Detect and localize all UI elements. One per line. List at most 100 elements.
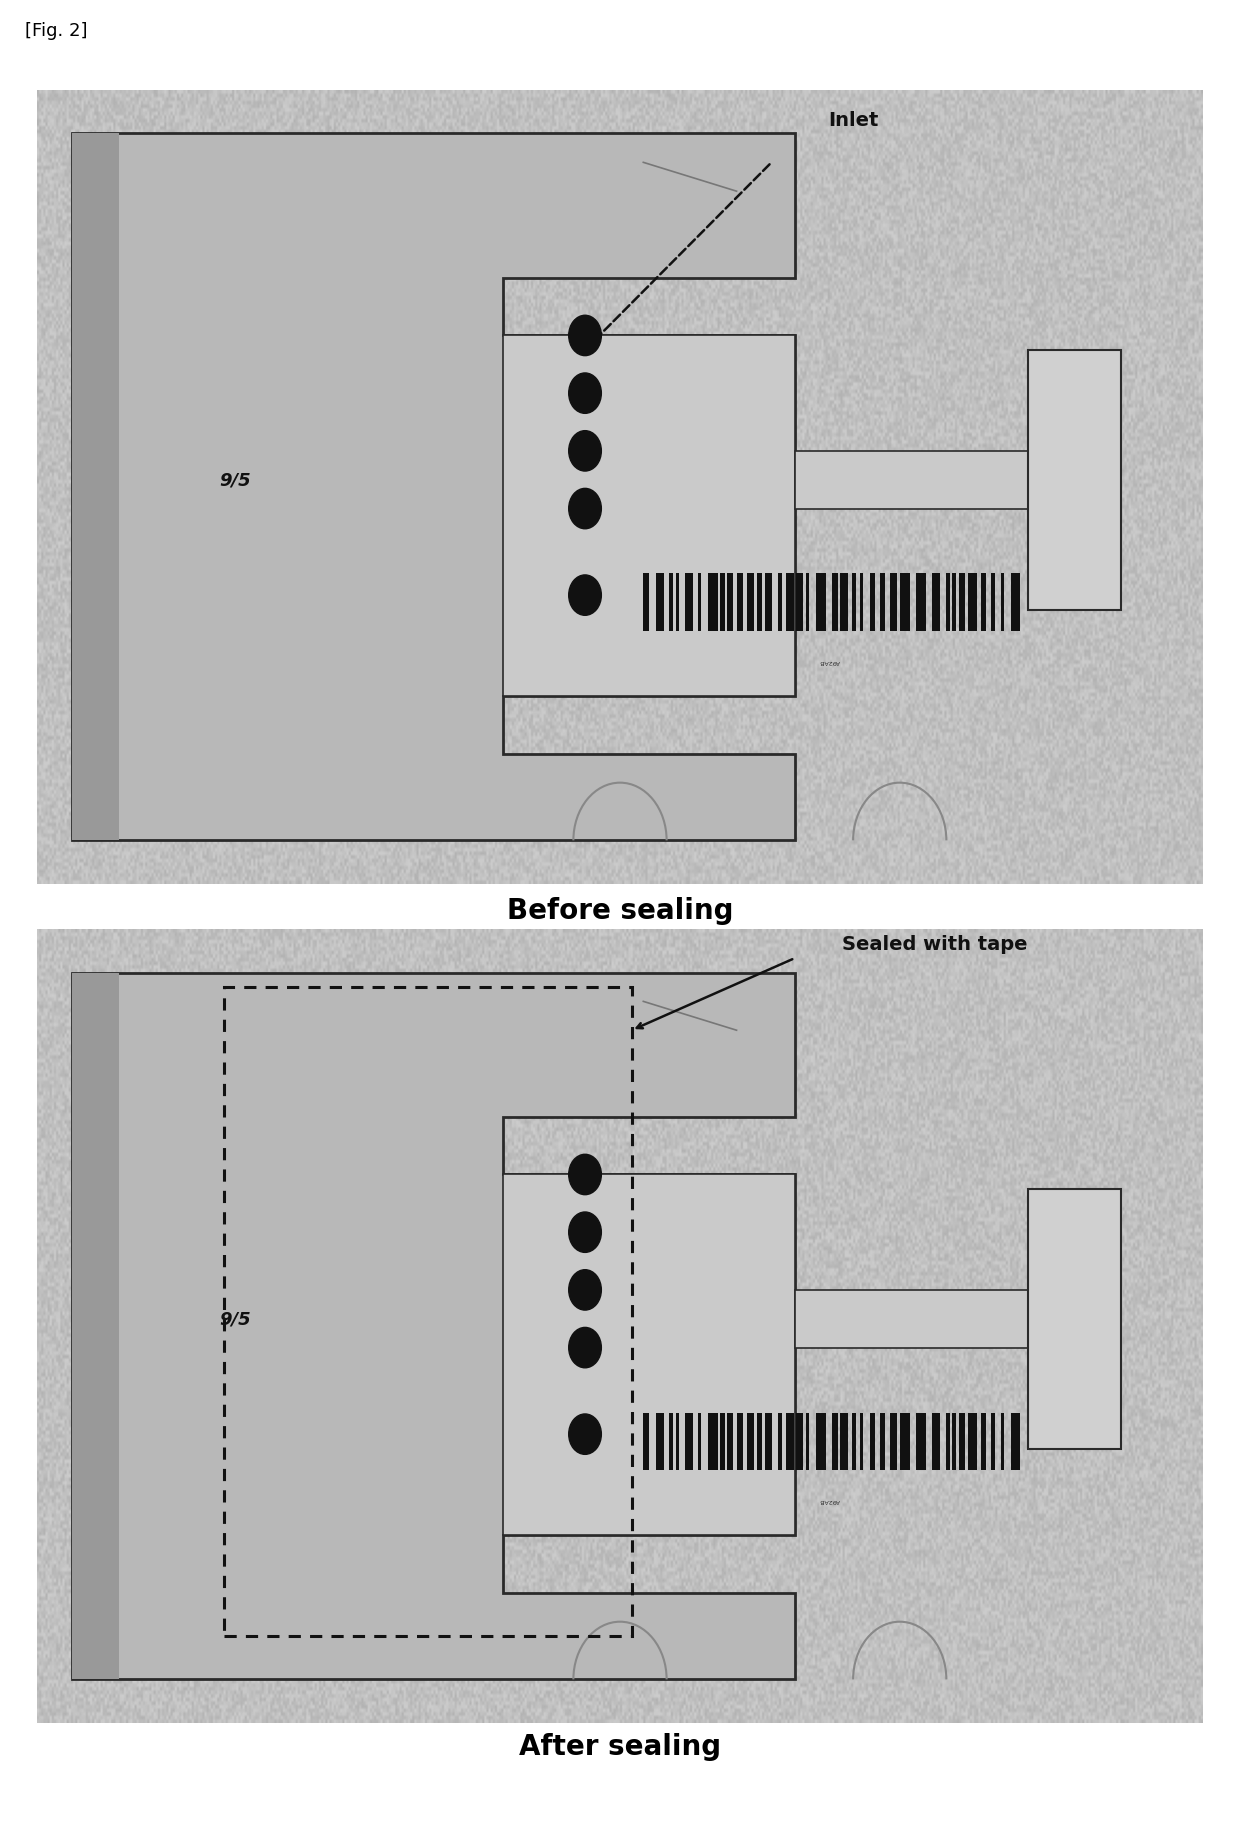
Polygon shape — [656, 1413, 665, 1471]
Polygon shape — [1028, 350, 1121, 611]
Polygon shape — [737, 574, 743, 633]
Polygon shape — [946, 1413, 950, 1471]
Text: Sealed with tape: Sealed with tape — [842, 935, 1028, 953]
Polygon shape — [72, 973, 119, 1679]
Polygon shape — [756, 1413, 761, 1471]
Polygon shape — [670, 1413, 673, 1471]
Polygon shape — [952, 1413, 956, 1471]
Polygon shape — [899, 1413, 910, 1471]
Polygon shape — [839, 1413, 848, 1471]
Polygon shape — [728, 574, 733, 633]
Polygon shape — [1028, 1189, 1121, 1449]
Polygon shape — [786, 574, 794, 633]
Circle shape — [569, 576, 601, 616]
Polygon shape — [968, 574, 977, 633]
Polygon shape — [698, 574, 702, 633]
Polygon shape — [72, 135, 119, 840]
Polygon shape — [816, 574, 826, 633]
Text: After sealing: After sealing — [518, 1732, 722, 1759]
Polygon shape — [839, 574, 848, 633]
Text: Before sealing: Before sealing — [507, 897, 733, 924]
Polygon shape — [795, 1291, 1063, 1347]
Polygon shape — [796, 574, 804, 633]
Polygon shape — [746, 574, 754, 633]
Circle shape — [569, 1212, 601, 1252]
Polygon shape — [806, 574, 810, 633]
Polygon shape — [756, 574, 761, 633]
Polygon shape — [644, 574, 649, 633]
Polygon shape — [765, 574, 771, 633]
Polygon shape — [806, 1413, 810, 1471]
Polygon shape — [796, 1413, 804, 1471]
Polygon shape — [708, 574, 718, 633]
Polygon shape — [670, 574, 673, 633]
Polygon shape — [932, 574, 940, 633]
Polygon shape — [676, 574, 680, 633]
Circle shape — [569, 1415, 601, 1455]
Polygon shape — [816, 1413, 826, 1471]
Polygon shape — [890, 1413, 897, 1471]
Polygon shape — [915, 574, 925, 633]
Circle shape — [569, 1154, 601, 1196]
Polygon shape — [991, 1413, 994, 1471]
Polygon shape — [968, 1413, 977, 1471]
Polygon shape — [503, 335, 795, 696]
Circle shape — [569, 1271, 601, 1311]
Polygon shape — [832, 1413, 838, 1471]
Text: 9/5: 9/5 — [219, 472, 252, 489]
Polygon shape — [676, 1413, 680, 1471]
Polygon shape — [503, 1174, 795, 1535]
Polygon shape — [656, 574, 665, 633]
Polygon shape — [832, 574, 838, 633]
Text: Inlet: Inlet — [828, 111, 878, 129]
Polygon shape — [777, 574, 782, 633]
Polygon shape — [1011, 574, 1019, 633]
Polygon shape — [644, 1413, 649, 1471]
Text: 9/5: 9/5 — [219, 1311, 252, 1327]
Polygon shape — [880, 1413, 885, 1471]
Polygon shape — [870, 1413, 874, 1471]
Polygon shape — [737, 1413, 743, 1471]
Polygon shape — [686, 1413, 693, 1471]
Polygon shape — [899, 574, 910, 633]
Polygon shape — [852, 574, 856, 633]
Text: [Fig. 2]: [Fig. 2] — [25, 22, 87, 40]
Polygon shape — [698, 1413, 702, 1471]
Polygon shape — [890, 574, 897, 633]
Polygon shape — [991, 574, 994, 633]
Circle shape — [569, 374, 601, 414]
Polygon shape — [981, 1413, 986, 1471]
Polygon shape — [1011, 1413, 1019, 1471]
Polygon shape — [1001, 574, 1004, 633]
Polygon shape — [786, 1413, 794, 1471]
Polygon shape — [960, 574, 965, 633]
Polygon shape — [708, 1413, 718, 1471]
Circle shape — [569, 1327, 601, 1367]
Polygon shape — [960, 1413, 965, 1471]
Polygon shape — [870, 574, 874, 633]
Text: A92AB: A92AB — [820, 1497, 841, 1502]
Circle shape — [569, 432, 601, 472]
Polygon shape — [795, 452, 1063, 509]
Polygon shape — [777, 1413, 782, 1471]
Polygon shape — [952, 574, 956, 633]
Polygon shape — [1001, 1413, 1004, 1471]
Polygon shape — [720, 574, 724, 633]
Circle shape — [569, 489, 601, 529]
Polygon shape — [728, 1413, 733, 1471]
Polygon shape — [861, 1413, 863, 1471]
Polygon shape — [746, 1413, 754, 1471]
Polygon shape — [880, 574, 885, 633]
Circle shape — [569, 315, 601, 357]
Polygon shape — [981, 574, 986, 633]
Polygon shape — [852, 1413, 856, 1471]
Polygon shape — [765, 1413, 771, 1471]
Polygon shape — [686, 574, 693, 633]
Polygon shape — [72, 973, 795, 1679]
Polygon shape — [861, 574, 863, 633]
Polygon shape — [946, 574, 950, 633]
Polygon shape — [720, 1413, 724, 1471]
Polygon shape — [915, 1413, 925, 1471]
Text: A92AB: A92AB — [820, 658, 841, 664]
Polygon shape — [932, 1413, 940, 1471]
